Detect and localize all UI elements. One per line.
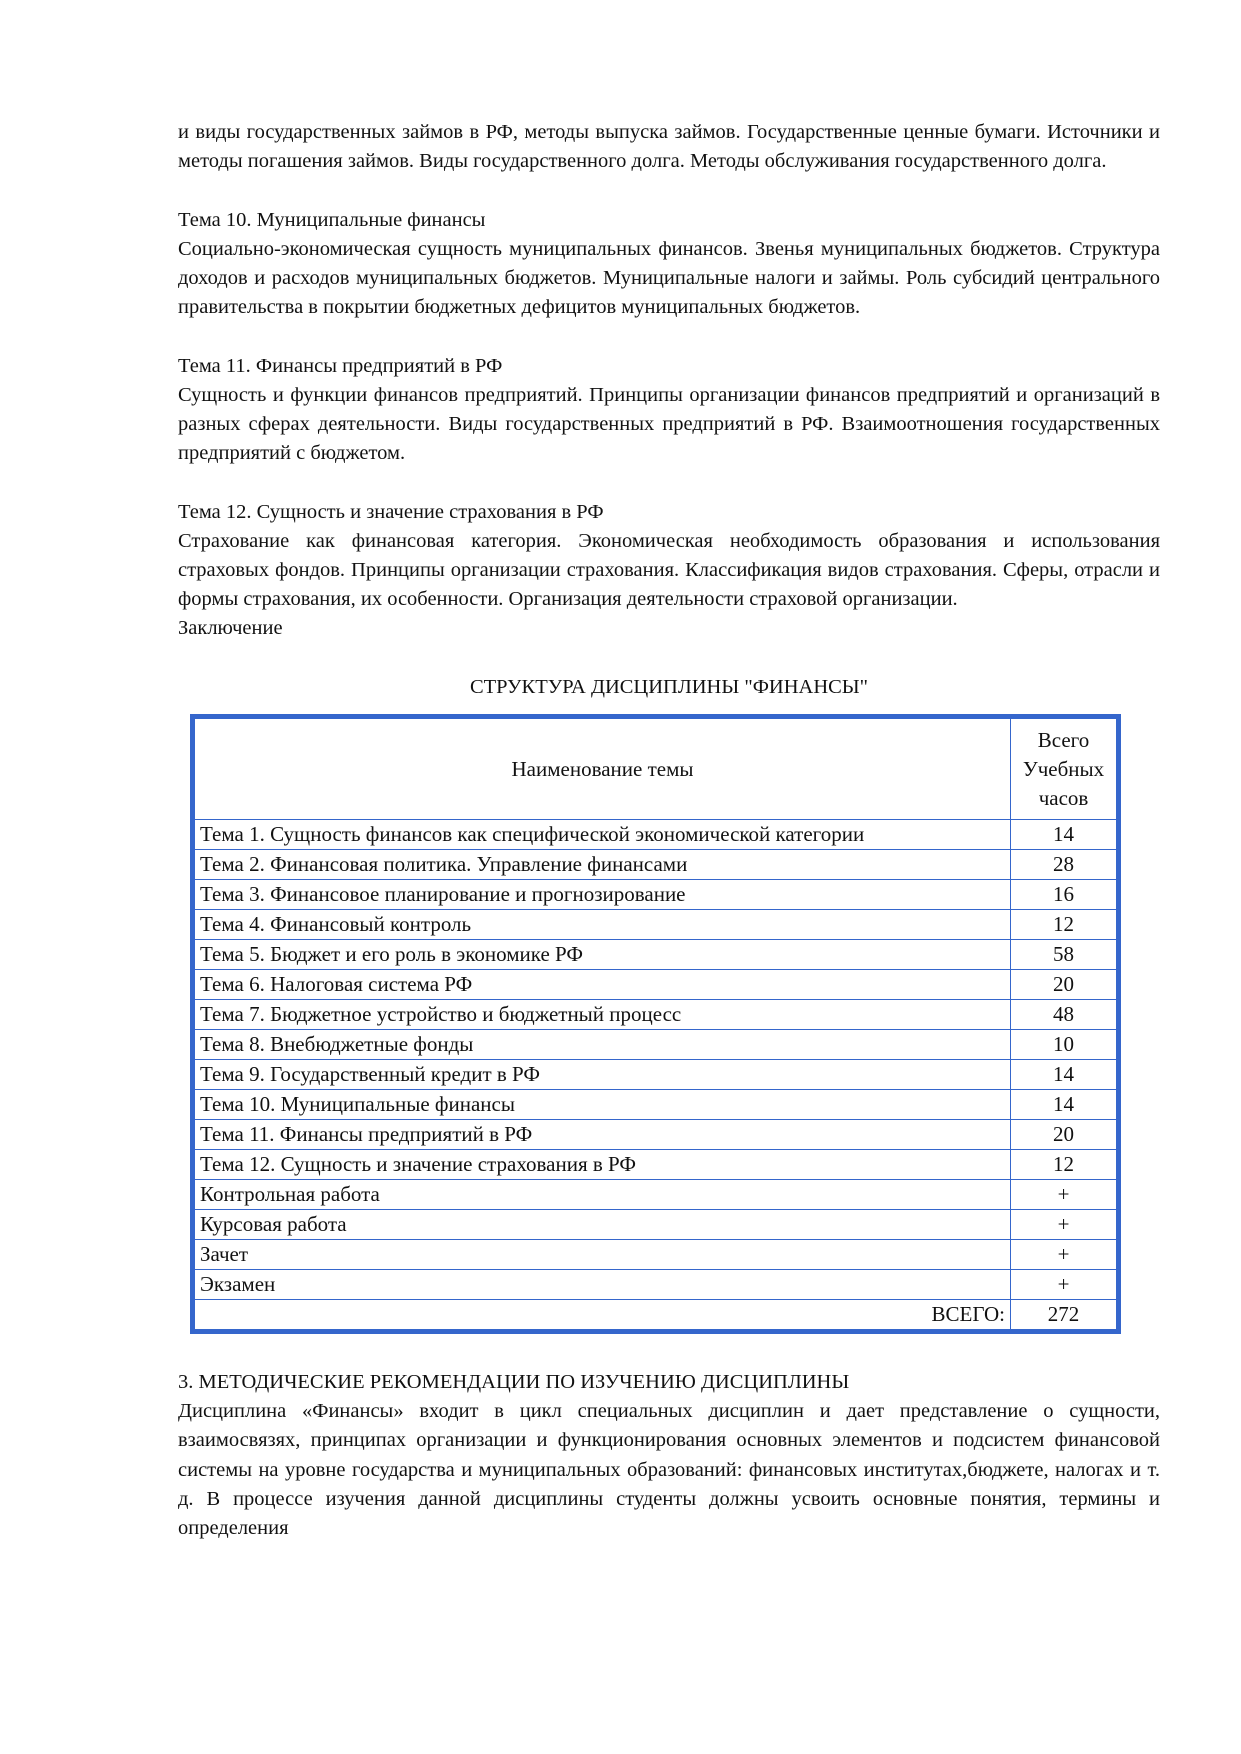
topic-hours: + bbox=[1010, 1239, 1119, 1270]
table-row: Тема 11. Финансы предприятий в РФ 20 bbox=[192, 1119, 1119, 1150]
topic-name: Зачет bbox=[192, 1239, 1011, 1270]
structure-table: Наименование темы Всего Учебных часов Те… bbox=[190, 714, 1121, 1334]
topic-name: Тема 3. Финансовое планирование и прогно… bbox=[192, 879, 1011, 910]
table-row: Тема 2. Финансовая политика. Управление … bbox=[192, 849, 1119, 880]
topic-name: Курсовая работа bbox=[192, 1209, 1011, 1240]
table-row: Экзамен + bbox=[192, 1269, 1119, 1300]
table-header-row: Наименование темы Всего Учебных часов bbox=[192, 716, 1119, 820]
topic-name: Тема 5. Бюджет и его роль в экономике РФ bbox=[192, 939, 1011, 970]
table-row: Тема 3. Финансовое планирование и прогно… bbox=[192, 879, 1119, 910]
table-row: Курсовая работа + bbox=[192, 1209, 1119, 1240]
intro-paragraph: и виды государственных займов в РФ, мето… bbox=[178, 121, 1160, 173]
document-page: и виды государственных займов в РФ, мето… bbox=[178, 118, 1160, 1543]
header-hours-line: Учебных bbox=[1022, 756, 1105, 781]
table-row: Тема 1. Сущность финансов как специфичес… bbox=[192, 819, 1119, 850]
topic-hours: 48 bbox=[1010, 999, 1119, 1030]
topic-hours: + bbox=[1010, 1209, 1119, 1240]
topic-hours: 16 bbox=[1010, 879, 1119, 910]
conclusion: Заключение bbox=[178, 617, 283, 640]
table-row: Тема 8. Внебюджетные фонды 10 bbox=[192, 1029, 1119, 1060]
topic-hours: 14 bbox=[1010, 819, 1119, 850]
topic-hours: 14 bbox=[1010, 1089, 1119, 1120]
topic-hours: + bbox=[1010, 1269, 1119, 1300]
topic-hours: 12 bbox=[1010, 1149, 1119, 1180]
table-row: Тема 12. Сущность и значение страхования… bbox=[192, 1149, 1119, 1180]
topic-hours: 28 bbox=[1010, 849, 1119, 880]
section3-heading: 3. МЕТОДИЧЕСКИЕ РЕКОМЕНДАЦИИ ПО ИЗУЧЕНИЮ… bbox=[178, 1371, 850, 1393]
table-row: Тема 4. Финансовый контроль 12 bbox=[192, 909, 1119, 940]
topic-hours: 58 bbox=[1010, 939, 1119, 970]
topic-heading: Тема 10. Муниципальные финансы bbox=[178, 208, 486, 231]
topic-text: Социально-экономическая сущность муницип… bbox=[178, 237, 1160, 319]
section3-text: Дисциплина «Финансы» входит в цикл специ… bbox=[178, 1400, 1160, 1540]
topic-name: Тема 12. Сущность и значение страхования… bbox=[192, 1149, 1011, 1180]
topic-hours: 12 bbox=[1010, 909, 1119, 940]
topic-name: Тема 11. Финансы предприятий в РФ bbox=[192, 1119, 1011, 1150]
topic-text: Страхование как финансовая категория. Эк… bbox=[178, 529, 1160, 611]
header-hours-line: Всего bbox=[1037, 727, 1090, 752]
topic-hours: 14 bbox=[1010, 1059, 1119, 1090]
topic-name: Тема 10. Муниципальные финансы bbox=[192, 1089, 1011, 1120]
total-value: 272 bbox=[1010, 1299, 1119, 1332]
topic-hours: + bbox=[1010, 1179, 1119, 1210]
topic-text: Сущность и функции финансов предприятий.… bbox=[178, 383, 1160, 465]
topic-name: Тема 8. Внебюджетные фонды bbox=[192, 1029, 1011, 1060]
topic-hours: 10 bbox=[1010, 1029, 1119, 1060]
topic-name: Тема 2. Финансовая политика. Управление … bbox=[192, 849, 1011, 880]
total-row: ВСЕГО: 272 bbox=[192, 1299, 1119, 1332]
header-hours-line: часов bbox=[1038, 785, 1089, 810]
table-row: Зачет + bbox=[192, 1239, 1119, 1270]
topic-name: Контрольная работа bbox=[192, 1179, 1011, 1210]
topic-name: Тема 4. Финансовый контроль bbox=[192, 909, 1011, 940]
table-row: Тема 5. Бюджет и его роль в экономике РФ… bbox=[192, 939, 1119, 970]
topic-hours: 20 bbox=[1010, 969, 1119, 1000]
table-row: Тема 6. Налоговая система РФ 20 bbox=[192, 969, 1119, 1000]
topic-name: Тема 1. Сущность финансов как специфичес… bbox=[192, 819, 1011, 850]
topic-name: Тема 6. Налоговая система РФ bbox=[192, 969, 1011, 1000]
header-hours: Всего Учебных часов bbox=[1010, 716, 1119, 820]
topic-name: Тема 7. Бюджетное устройство и бюджетный… bbox=[192, 999, 1011, 1030]
topic-name: Тема 9. Государственный кредит в РФ bbox=[192, 1059, 1011, 1090]
table-row: Тема 10. Муниципальные финансы 14 bbox=[192, 1089, 1119, 1120]
table-row: Тема 7. Бюджетное устройство и бюджетный… bbox=[192, 999, 1119, 1030]
table-row: Контрольная работа + bbox=[192, 1179, 1119, 1210]
topic-hours: 20 bbox=[1010, 1119, 1119, 1150]
total-label: ВСЕГО: bbox=[192, 1299, 1011, 1332]
topic-heading: Тема 11. Финансы предприятий в РФ bbox=[178, 354, 503, 377]
topic-heading: Тема 12. Сущность и значение страхования… bbox=[178, 500, 604, 523]
table-row: Тема 9. Государственный кредит в РФ 14 bbox=[192, 1059, 1119, 1090]
topic-name: Экзамен bbox=[192, 1269, 1011, 1300]
header-topic-name: Наименование темы bbox=[192, 716, 1011, 820]
structure-title: СТРУКТУРА ДИСЦИПЛИНЫ "ФИНАНСЫ" bbox=[469, 675, 869, 698]
